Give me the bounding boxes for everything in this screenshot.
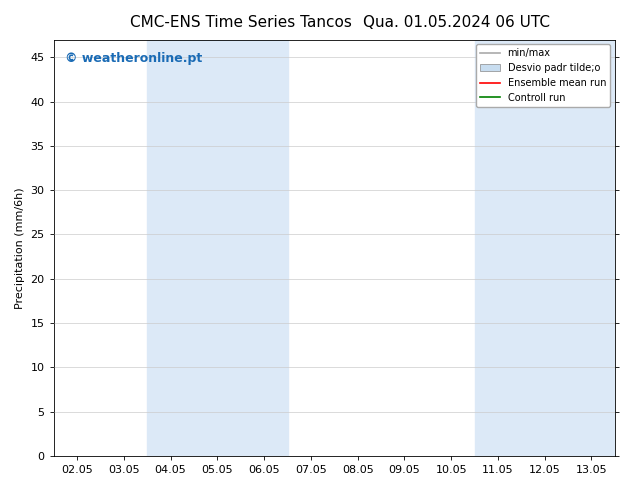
Text: CMC-ENS Time Series Tancos: CMC-ENS Time Series Tancos bbox=[130, 15, 352, 30]
Legend: min/max, Desvio padr tilde;o, Ensemble mean run, Controll run: min/max, Desvio padr tilde;o, Ensemble m… bbox=[477, 45, 610, 107]
Bar bbox=[147, 40, 287, 456]
Y-axis label: Precipitation (mm/6h): Precipitation (mm/6h) bbox=[15, 187, 25, 309]
Text: Qua. 01.05.2024 06 UTC: Qua. 01.05.2024 06 UTC bbox=[363, 15, 550, 30]
Text: © weatheronline.pt: © weatheronline.pt bbox=[65, 52, 202, 65]
Bar bbox=[475, 40, 615, 456]
